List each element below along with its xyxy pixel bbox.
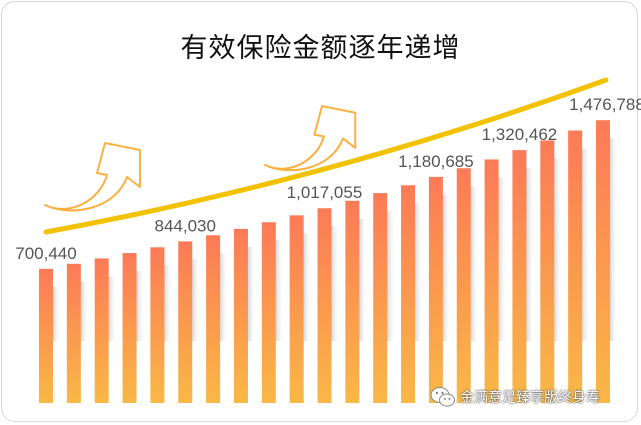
bar-shadow bbox=[526, 168, 535, 341]
bar-shadow bbox=[53, 286, 61, 341]
data-label: 844,030 bbox=[155, 216, 216, 235]
watermark: 金满意足臻享版终身寿 bbox=[430, 386, 600, 408]
bar bbox=[66, 263, 81, 403]
bar bbox=[401, 185, 416, 403]
bar-shadow bbox=[331, 226, 340, 341]
bar-shadow bbox=[442, 194, 451, 341]
bar bbox=[484, 159, 499, 403]
bar-shadow bbox=[275, 240, 284, 341]
bar-shadow bbox=[220, 253, 229, 341]
bar bbox=[39, 268, 53, 403]
bar bbox=[373, 193, 388, 403]
bar bbox=[456, 168, 471, 403]
bar bbox=[317, 208, 332, 403]
bar-shadow bbox=[582, 148, 591, 341]
bar bbox=[178, 241, 193, 403]
bar bbox=[540, 140, 555, 403]
watermark-text: 金满意足臻享版终身寿 bbox=[460, 390, 600, 406]
bar-shadow bbox=[303, 233, 312, 341]
bar-shadow bbox=[164, 265, 173, 341]
data-label: 1,180,685 bbox=[398, 152, 474, 171]
arrow-icon bbox=[44, 142, 141, 212]
data-label: 1,017,055 bbox=[287, 183, 363, 202]
bar bbox=[345, 200, 360, 403]
bar-shadow bbox=[415, 203, 424, 341]
bar bbox=[150, 247, 165, 403]
data-label: 1,320,462 bbox=[482, 125, 558, 144]
bar bbox=[122, 253, 137, 403]
data-label: 700,440 bbox=[15, 244, 76, 263]
bar-shadow bbox=[610, 138, 618, 341]
bar bbox=[206, 235, 221, 403]
bar bbox=[261, 222, 276, 403]
bar bbox=[568, 130, 583, 404]
bar-shadow bbox=[554, 158, 563, 341]
bar bbox=[512, 150, 527, 403]
bar-shadow bbox=[192, 259, 201, 341]
bar-shadow bbox=[359, 218, 368, 341]
data-label: 1,476,788 bbox=[569, 95, 641, 114]
decorative-arrows bbox=[44, 105, 357, 212]
bar-shadow bbox=[498, 177, 507, 341]
bar-shadow bbox=[470, 186, 479, 341]
arrow-icon bbox=[264, 105, 357, 172]
bar bbox=[289, 215, 304, 403]
bar-shadow bbox=[108, 276, 117, 341]
bar bbox=[428, 176, 443, 403]
bar bbox=[94, 258, 109, 403]
bar-shadow bbox=[136, 271, 145, 341]
trend-curve bbox=[43, 77, 609, 235]
bar bbox=[233, 228, 248, 403]
bar-shadow bbox=[80, 281, 89, 341]
bar-shadow bbox=[247, 246, 256, 341]
bar-shadow bbox=[387, 211, 396, 341]
wechat-icon bbox=[430, 387, 455, 407]
chart-title: 有效保险金额逐年递增 bbox=[180, 33, 461, 64]
bar bbox=[596, 120, 610, 403]
